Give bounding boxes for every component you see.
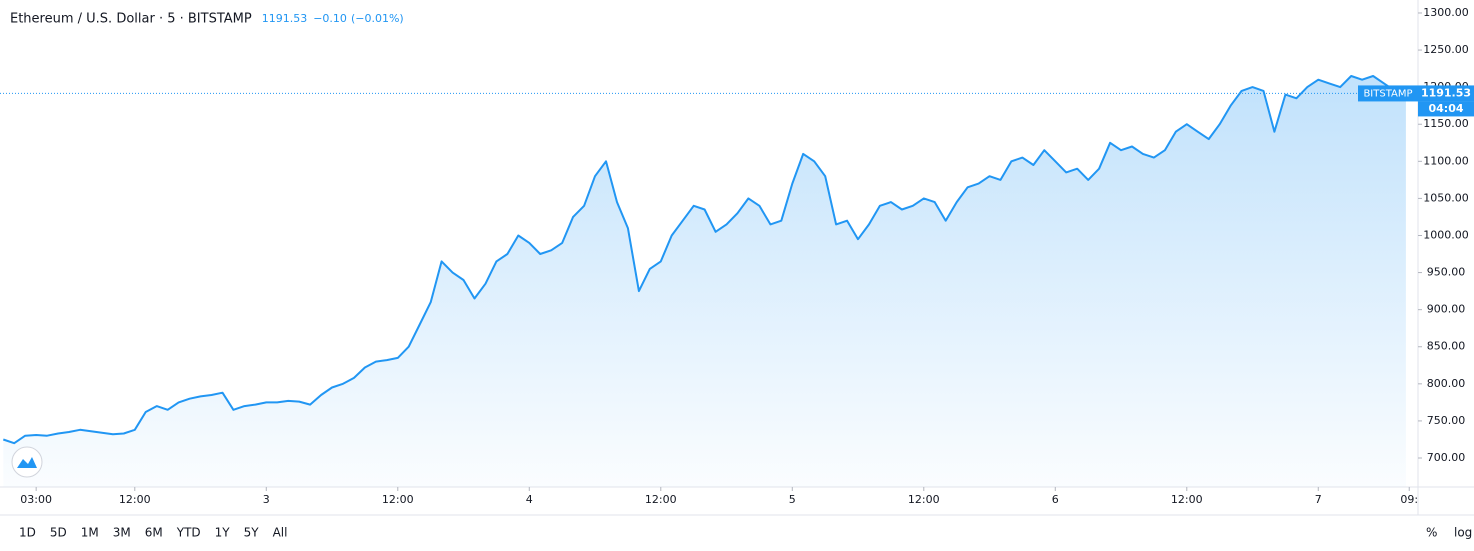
source-tag-label: BITSTAMP bbox=[1363, 88, 1412, 99]
y-tick-label: 1100.00 bbox=[1423, 154, 1469, 167]
scale-button[interactable]: log bbox=[1454, 526, 1472, 540]
y-tick-label: 1050.00 bbox=[1423, 191, 1469, 204]
range-button[interactable]: YTD bbox=[176, 526, 201, 540]
y-tick-label: 1000.00 bbox=[1423, 228, 1469, 241]
x-tick-label: 12:00 bbox=[119, 493, 151, 506]
price-tag-label: 1191.53 bbox=[1421, 86, 1471, 99]
source-tag bbox=[1358, 85, 1418, 102]
x-tick-label: 09: bbox=[1400, 493, 1418, 506]
y-tick-label: 900.00 bbox=[1427, 303, 1466, 316]
x-tick-label: 12:00 bbox=[1171, 493, 1203, 506]
x-tick-label: 12:00 bbox=[645, 493, 677, 506]
y-tick-label: 1150.00 bbox=[1423, 117, 1469, 130]
range-button[interactable]: 5Y bbox=[244, 526, 260, 540]
x-tick-label: 5 bbox=[789, 493, 796, 506]
x-tick-label: 12:00 bbox=[908, 493, 940, 506]
logo[interactable] bbox=[11, 446, 43, 478]
y-tick-label: 850.00 bbox=[1427, 340, 1466, 353]
range-button[interactable]: 1D bbox=[19, 526, 36, 540]
y-tick-label: 800.00 bbox=[1427, 377, 1466, 390]
header-price: 1191.53 bbox=[262, 12, 308, 25]
header-change-pct: (−0.01%) bbox=[351, 12, 404, 25]
range-button[interactable]: 6M bbox=[145, 526, 163, 540]
chart-title: Ethereum / U.S. Dollar · 5 · BITSTAMP bbox=[10, 12, 252, 27]
price-line bbox=[2, 75, 1407, 445]
range-button[interactable]: 1Y bbox=[215, 526, 231, 540]
range-button[interactable]: 1M bbox=[81, 526, 99, 540]
y-tick-label: 750.00 bbox=[1427, 414, 1466, 427]
scale-button[interactable]: % bbox=[1426, 526, 1437, 540]
y-tick-label: 700.00 bbox=[1427, 451, 1466, 464]
x-tick-label: 6 bbox=[1052, 493, 1059, 506]
price-tag bbox=[1418, 85, 1474, 102]
x-tick-label: 3 bbox=[263, 493, 270, 506]
countdown-tag bbox=[1418, 101, 1474, 117]
x-tick-label: 12:00 bbox=[382, 493, 414, 506]
y-tick-label: 950.00 bbox=[1427, 266, 1466, 279]
y-tick-label: 1300.00 bbox=[1423, 6, 1469, 19]
countdown-label: 04:04 bbox=[1428, 102, 1463, 115]
area-fill bbox=[3, 76, 1406, 487]
header-change: −0.10 bbox=[313, 12, 347, 25]
range-button[interactable]: 5D bbox=[50, 526, 67, 540]
y-tick-label: 1250.00 bbox=[1423, 43, 1469, 56]
x-tick-label: 7 bbox=[1315, 493, 1322, 506]
plot-area bbox=[2, 75, 1407, 487]
x-tick-label: 4 bbox=[526, 493, 533, 506]
range-button[interactable]: All bbox=[273, 526, 288, 540]
x-tick-label: 03:00 bbox=[20, 493, 52, 506]
range-button[interactable]: 3M bbox=[113, 526, 131, 540]
